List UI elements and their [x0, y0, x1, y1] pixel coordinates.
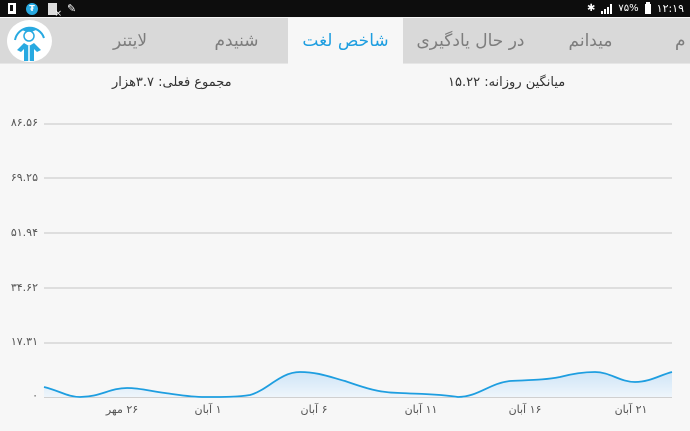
y-tick: ۶۹.۲۵ [10, 171, 38, 184]
y-tick: ۳۴.۶۲ [10, 281, 38, 294]
gridlines [44, 123, 672, 398]
tab-i-know[interactable]: میدانم [568, 31, 613, 51]
bluetooth-icon: ✱ [587, 3, 596, 14]
y-tick: ۸۶.۵۶ [10, 116, 38, 129]
app-notification-icon: ₮ [26, 2, 38, 15]
x-tick: ۱ آبان [194, 403, 222, 416]
file-error-icon [48, 2, 62, 19]
y-tick: ۱۷.۳۱ [10, 335, 38, 348]
x-tick: ۶ آبان [300, 403, 328, 416]
current-total: مجموع فعلی: ۳.۷هزار [112, 75, 232, 90]
notification-icons: ₮ ✎ [8, 1, 79, 19]
daily-average: میانگین روزانه: ۱۵.۲۲ [448, 75, 566, 90]
tab-learning[interactable]: در حال یادگیری [416, 31, 525, 51]
clock: ۱۲:۱۹ [656, 2, 684, 15]
tab-heard[interactable]: شنیدم [214, 31, 259, 51]
tab-bar: لایتنر شنیدم شاخص لغت در حال یادگیری مید… [0, 18, 690, 64]
signal-icon [601, 3, 613, 14]
y-tick: ۰ [32, 389, 38, 402]
x-tick: ۱۶ آبان [508, 403, 542, 416]
x-tick: ۱۱ آبان [404, 403, 438, 416]
battery-percent: ۷۵% [618, 3, 639, 14]
graduate-logo-icon [14, 26, 45, 61]
status-bar: ₮ ✎ ✱ ۷۵% ۱۲:۱۹ [0, 0, 690, 19]
x-tick: ۲۶ مهر [105, 403, 139, 416]
battery-icon [644, 1, 651, 14]
y-tick: ۵۱.۹۴ [10, 226, 38, 239]
system-icons: ✱ ۷۵% ۱۲:۱۹ [587, 0, 684, 17]
app-logo-avatar[interactable] [7, 20, 52, 62]
x-tick: ۲۱ آبان [614, 403, 648, 416]
data-line [43, 371, 673, 398]
tab-leitner[interactable]: لایتنر [112, 31, 148, 51]
sim-card-icon [8, 3, 16, 14]
tab-word-index[interactable]: شاخص لغت [288, 18, 403, 64]
edit-pencil-icon: ✎ [67, 1, 77, 15]
area-fill [44, 372, 672, 397]
tab-overflow[interactable]: م [675, 31, 686, 51]
